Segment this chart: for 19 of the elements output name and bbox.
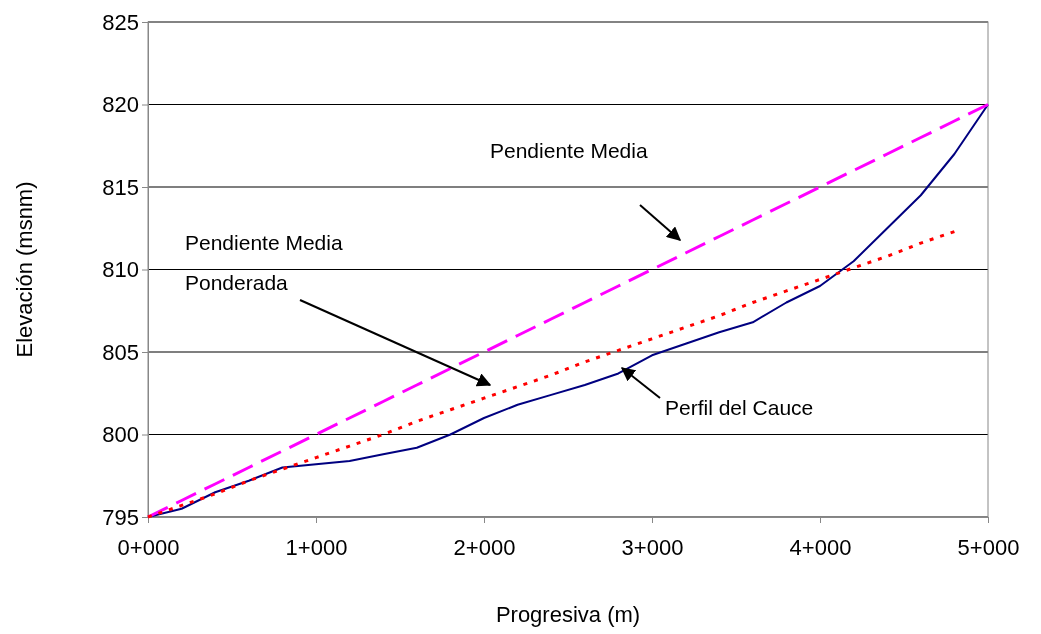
x-tick-label: 2+000 bbox=[453, 534, 516, 560]
x-tick-label: 0+000 bbox=[117, 534, 180, 560]
y-tick-label: 820 bbox=[102, 92, 139, 118]
annotation: Perfil del Cauce bbox=[665, 396, 814, 419]
y-tick-label: 825 bbox=[102, 9, 139, 35]
y-tick-label: 795 bbox=[102, 504, 139, 530]
y-tick-label: 800 bbox=[102, 422, 139, 448]
y-tick-label: 815 bbox=[102, 174, 139, 200]
x-tick-label: 4+000 bbox=[789, 534, 852, 560]
annotation: Pendiente Media Ponderada bbox=[185, 231, 343, 294]
x-tick-label: 5+000 bbox=[957, 534, 1020, 560]
y-tick-label: 810 bbox=[102, 257, 139, 283]
x-axis-title: Progresiva (m) bbox=[495, 602, 641, 627]
y-tick-label: 805 bbox=[102, 339, 139, 365]
line-series bbox=[146, 230, 956, 519]
annotation: Pendiente Media bbox=[490, 139, 648, 162]
x-tick-label: 1+000 bbox=[285, 534, 348, 560]
y-axis-title: Elevación (msnm) bbox=[12, 181, 37, 358]
x-tick-label: 3+000 bbox=[621, 534, 684, 560]
